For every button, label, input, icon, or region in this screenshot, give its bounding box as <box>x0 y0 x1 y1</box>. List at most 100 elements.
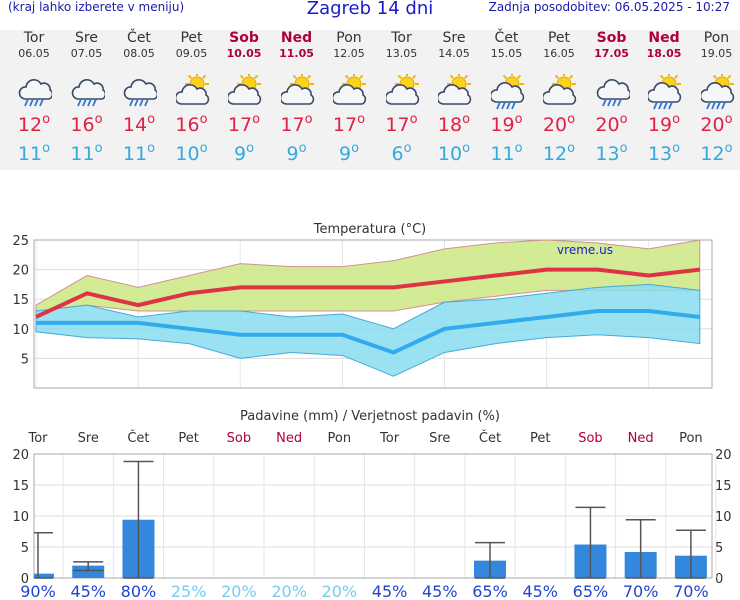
day-name: Pet <box>180 30 203 46</box>
y-tick-label-right: 15 <box>715 479 732 494</box>
precip-probability: 45% <box>522 582 558 600</box>
temp-max: 17o <box>385 112 418 136</box>
day-name: Ned <box>648 30 680 46</box>
day-date: 11.05 <box>279 47 314 60</box>
chart-title: Padavine (mm) / Verjetnost padavin (%) <box>240 409 500 424</box>
page-title: Zagreb 14 dni <box>306 0 434 19</box>
temp-min: 11o <box>70 141 103 165</box>
temp-min: 11o <box>490 141 523 165</box>
y-tick-label: 10 <box>12 510 29 525</box>
day-name: Pon <box>703 30 730 46</box>
precip-probability: 65% <box>472 582 508 600</box>
y-tick-label: 15 <box>12 479 29 494</box>
day-date: 08.05 <box>123 47 155 60</box>
day-name: Pet <box>547 30 571 46</box>
day-date: 10.05 <box>226 47 262 60</box>
daily-forecast-strip: Tor 06.05 12o 11o Sre 07.05 16o 11o Čet 08.05 14o 1… <box>0 30 740 170</box>
temp-max: 17o <box>280 112 313 136</box>
day-name: Čet <box>494 30 519 46</box>
temp-max: 17o <box>227 112 261 136</box>
temp-min: 12o <box>700 141 733 165</box>
sun-cloud-icon <box>543 74 577 105</box>
temp-min: 9o <box>286 141 307 165</box>
temp-min: 9o <box>338 141 360 165</box>
x-tick-label: Tor <box>379 431 400 446</box>
precip-probability: 70% <box>623 582 659 600</box>
sun-cloud-rain-icon <box>700 74 734 110</box>
temp-min: 10o <box>437 141 471 165</box>
day-date: 09.05 <box>175 47 208 60</box>
y-tick-label-right: 5 <box>715 541 723 556</box>
day-name: Tor <box>23 30 45 46</box>
day-column: Pet 16.05 20o 12o <box>533 30 585 165</box>
x-tick-label: Sob <box>578 431 602 446</box>
precip-bar <box>34 573 54 578</box>
sun-cloud-icon <box>280 74 314 105</box>
day-date: 15.05 <box>490 47 523 60</box>
y-tick-label: 0 <box>21 572 29 587</box>
sun-cloud-icon <box>385 74 419 105</box>
day-date: 17.05 <box>594 47 629 60</box>
sun-cloud-icon <box>333 74 367 105</box>
day-date: 14.05 <box>438 47 470 60</box>
day-column: Sob 10.05 17o 9o <box>218 30 270 165</box>
precip-probability: 20% <box>322 582 358 600</box>
day-date: 12.05 <box>333 47 365 60</box>
day-column: Pon 19.05 20o 12o <box>691 30 740 165</box>
precip-probability: 70% <box>673 582 709 600</box>
temp-max: 18o <box>437 112 471 136</box>
sun-cloud-icon <box>438 74 472 105</box>
temp-max: 19o <box>647 112 681 136</box>
chart-title: Temperatura (°C) <box>313 222 426 237</box>
day-name: Sob <box>229 30 259 46</box>
max-temp-line <box>35 267 701 319</box>
precip-probability: 65% <box>573 582 609 600</box>
x-tick-label: Ned <box>628 431 654 446</box>
day-column: Čet 15.05 19o 11o <box>481 30 533 165</box>
x-tick-label: Sre <box>429 431 450 446</box>
x-tick-label: Pon <box>679 431 703 446</box>
sun-cloud-rain-icon <box>490 74 524 110</box>
x-tick-label: Čet <box>127 430 149 446</box>
day-date: 16.05 <box>543 47 575 60</box>
day-name: Pon <box>336 30 362 46</box>
temp-min: 11o <box>17 141 51 165</box>
day-name: Sre <box>75 30 98 46</box>
day-column: Sre 07.05 16o 11o <box>61 30 113 165</box>
day-date: 18.05 <box>646 47 682 60</box>
precip-probability: 90% <box>20 582 56 600</box>
day-column: Sre 14.05 18o 10o <box>428 30 480 165</box>
y-tick-label: 20 <box>12 448 29 463</box>
sun-cloud-icon <box>228 74 262 105</box>
day-date: 07.05 <box>70 47 103 60</box>
day-column: Ned 11.05 17o 9o <box>271 30 323 165</box>
temp-min: 11o <box>122 141 156 165</box>
temp-max: 17o <box>332 112 366 136</box>
temp-max: 16o <box>70 112 103 136</box>
y-tick-label: 10 <box>12 323 29 338</box>
day-date: 13.05 <box>385 47 418 60</box>
day-column: Tor 13.05 17o 6o <box>376 30 428 165</box>
day-name: Tor <box>391 30 412 46</box>
x-tick-label: Tor <box>27 431 48 446</box>
precip-probability: 45% <box>70 582 106 600</box>
temp-max: 20o <box>595 112 628 136</box>
sun-cloud-rain-icon <box>648 74 682 110</box>
cloud-rain-icon <box>596 79 630 107</box>
temp-max: 12o <box>17 112 51 136</box>
precip-probability: 20% <box>221 582 257 600</box>
cloud-rain-icon <box>71 79 105 107</box>
precip-probability: 20% <box>271 582 307 600</box>
precip-probability: 45% <box>372 582 408 600</box>
location-hint[interactable]: (kraj lahko izberete v meniju) <box>8 0 185 14</box>
temp-max: 20o <box>542 112 576 136</box>
temp-min: 6o <box>391 141 412 165</box>
day-column: Sob 17.05 20o 13o <box>586 30 638 165</box>
day-column: Pon 12.05 17o 9o <box>323 30 375 165</box>
day-column: Čet 08.05 14o 11o <box>113 30 165 165</box>
day-name: Sre <box>442 30 466 46</box>
temp-min: 13o <box>647 141 681 165</box>
day-name: Sob <box>596 30 627 46</box>
plot-frame <box>33 453 713 579</box>
precip-bar <box>72 565 105 578</box>
